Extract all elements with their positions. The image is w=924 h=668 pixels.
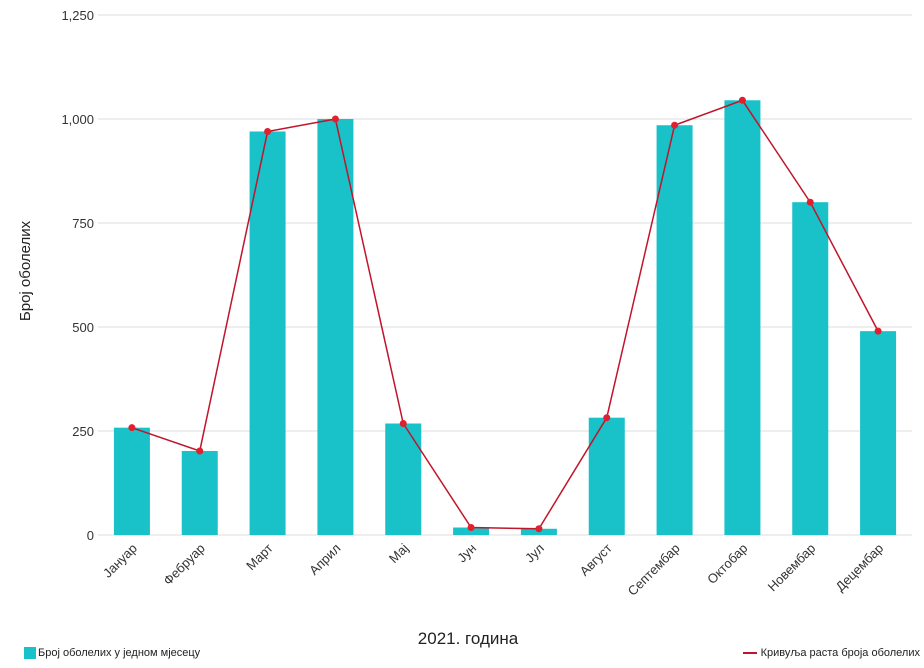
series-line [131, 99, 879, 530]
line-point [196, 447, 204, 455]
y-tick-label: 0 [87, 528, 94, 543]
line-point [331, 115, 339, 123]
x-tick-label: Мај [386, 540, 412, 566]
bar [385, 423, 422, 535]
y-tick-label: 500 [72, 320, 94, 335]
bar [181, 450, 218, 535]
line-point [467, 524, 475, 532]
legend-bar: Број оболелих у једном мјесецу [24, 647, 200, 659]
bar [792, 202, 829, 535]
line-point [264, 127, 272, 135]
line-point [874, 327, 882, 335]
legend-bar-label: Број оболелих у једном мјесецу [38, 647, 201, 659]
x-tick-label: Март [243, 540, 276, 573]
y-tick-label: 250 [72, 424, 94, 439]
line-point [128, 424, 136, 432]
y-tick-label: 1,000 [61, 112, 94, 127]
x-tick-label: Април [306, 541, 343, 578]
bar [453, 527, 490, 535]
line-point [806, 198, 814, 206]
x-tick-label: Новембар [765, 541, 819, 595]
line-point [535, 525, 543, 533]
line-point [603, 414, 611, 422]
legend-line: Кривуља раста броја оболелих [742, 647, 920, 659]
bar [656, 125, 693, 536]
legend-bar-swatch [24, 647, 36, 659]
x-tick-label: Фебруар [160, 541, 208, 589]
x-axis-label: 2021. година [418, 629, 519, 648]
x-tick-label: Јануар [100, 541, 140, 581]
bar [113, 427, 150, 535]
y-tick-label: 750 [72, 216, 94, 231]
x-tick-label: Децембар [832, 541, 886, 595]
x-tick-label: Октобар [704, 541, 750, 587]
legend-line-swatch [742, 652, 757, 654]
x-tick-label: Август [577, 540, 615, 578]
x-tick-label: Јун [454, 541, 479, 566]
line-point [738, 96, 746, 104]
bar [588, 417, 625, 535]
line-point [671, 121, 679, 129]
bar [249, 131, 286, 536]
line-point [399, 420, 407, 428]
bar [860, 331, 897, 535]
bar [724, 100, 761, 535]
x-tick-label: Јул [522, 541, 547, 566]
bar [317, 119, 354, 535]
y-tick-label: 1,250 [61, 8, 94, 23]
legend-line-label: Кривуља раста броја оболелих [760, 647, 920, 659]
y-axis-label: Број оболелих [17, 220, 34, 321]
x-tick-label: Септембар [625, 541, 683, 599]
